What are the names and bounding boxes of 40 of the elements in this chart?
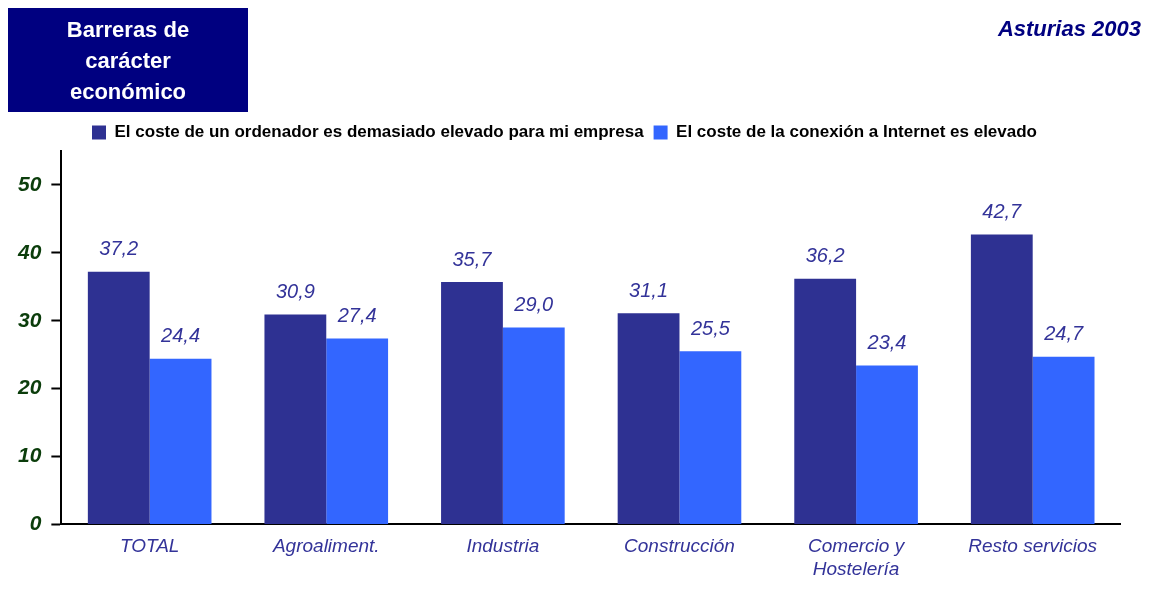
data-label: 42,7	[982, 200, 1023, 223]
bar	[794, 278, 857, 524]
data-label: 27,4	[336, 303, 377, 326]
legend-label: El coste de la conexión a Internet es elevado	[676, 122, 1038, 142]
legend-label: El coste de un ordenador es demasiado elevado para mi empresa	[114, 122, 645, 142]
data-label: 36,2	[805, 244, 845, 267]
bar	[502, 327, 565, 524]
data-label: 24,4	[160, 324, 201, 347]
bar	[1032, 356, 1095, 524]
x-tick-label: Industria	[466, 535, 540, 557]
y-tick-label: 20	[17, 375, 42, 399]
bar	[856, 365, 918, 524]
y-tick-label: 50	[18, 171, 42, 195]
bar	[87, 271, 150, 524]
data-label: 37,2	[99, 237, 139, 260]
bar	[617, 313, 680, 524]
data-label: 35,7	[452, 247, 493, 270]
chart-title: Barreras de carácter económico	[8, 8, 248, 112]
data-label: 31,1	[629, 278, 669, 301]
y-tick-label: 10	[18, 443, 42, 467]
data-label: 23,4	[866, 331, 907, 354]
bar	[970, 234, 1033, 524]
y-tick-label: 30	[18, 307, 42, 331]
bar	[441, 282, 503, 524]
bar	[326, 338, 389, 524]
x-tick-label: Agroaliment.	[271, 535, 380, 557]
y-tick-label: 0	[29, 511, 42, 535]
data-label: 24,7	[1043, 322, 1084, 345]
data-label: 25,5	[689, 316, 731, 339]
x-tick-label: Comercio y Hostelería	[808, 535, 906, 579]
bar	[264, 314, 327, 524]
chart-subtitle: Asturias 2003	[997, 16, 1141, 42]
y-tick-label: 40	[17, 239, 42, 263]
x-tick-label: TOTAL	[119, 535, 180, 557]
bar	[149, 358, 212, 524]
data-label: 29,0	[513, 293, 554, 316]
x-tick-label: Construcción	[624, 535, 735, 557]
x-tick-label: Resto servicios	[968, 535, 1098, 557]
bar	[679, 351, 742, 524]
data-label: 30,9	[275, 280, 315, 303]
